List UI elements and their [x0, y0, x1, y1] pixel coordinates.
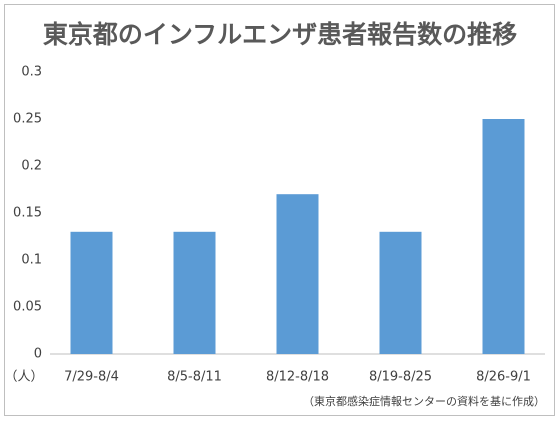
bar [276, 194, 319, 354]
y-tick-label: 0.2 [21, 159, 42, 174]
x-tick-label: 8/26-9/1 [476, 370, 531, 385]
y-tick-label: 0.15 [13, 206, 42, 221]
source-note: （東京都感染症情報センターの資料を基に作成） [303, 394, 545, 408]
y-tick-label: 0.3 [21, 65, 42, 80]
x-tick-label: 8/19-8/25 [369, 370, 432, 385]
x-tick-label: 7/29-8/4 [64, 370, 119, 385]
bar [173, 231, 216, 354]
y-tick-label: 0.05 [13, 300, 42, 315]
bar [70, 231, 113, 354]
bar [482, 119, 525, 354]
y-tick-label: 0 [34, 347, 42, 362]
x-tick-label: 8/12-8/18 [266, 370, 329, 385]
x-tick-label: 8/5-8/11 [167, 370, 222, 385]
chart-title: 東京都のインフルエンザ患者報告数の推移 [43, 20, 517, 49]
bar [379, 231, 422, 354]
y-tick-label: 0.1 [21, 253, 42, 268]
y-unit-label: （人） [4, 370, 43, 385]
y-tick-label: 0.25 [13, 112, 42, 127]
